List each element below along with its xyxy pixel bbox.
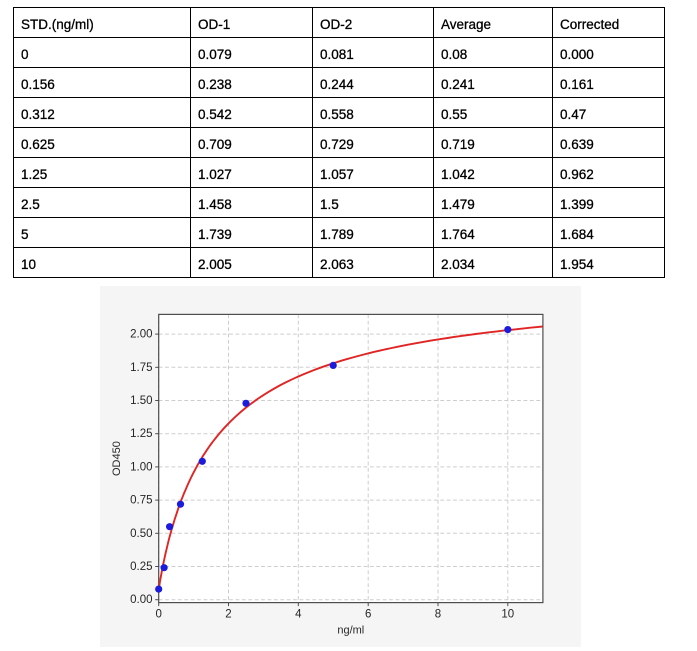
svg-text:0.25: 0.25 xyxy=(130,561,152,573)
svg-text:6: 6 xyxy=(365,609,371,621)
svg-text:0.50: 0.50 xyxy=(130,528,152,540)
svg-text:0.00: 0.00 xyxy=(130,594,152,606)
svg-text:4: 4 xyxy=(295,609,302,621)
svg-text:1.00: 1.00 xyxy=(130,461,152,473)
svg-text:1.50: 1.50 xyxy=(130,395,152,407)
svg-text:0: 0 xyxy=(155,609,161,621)
svg-text:1.75: 1.75 xyxy=(130,362,152,374)
svg-text:0.75: 0.75 xyxy=(130,495,152,507)
svg-text:10: 10 xyxy=(501,609,514,621)
svg-text:8: 8 xyxy=(435,609,441,621)
svg-text:2.00: 2.00 xyxy=(130,329,152,341)
svg-text:ng/ml: ng/ml xyxy=(337,625,364,637)
svg-text:2: 2 xyxy=(225,609,231,621)
svg-text:1.25: 1.25 xyxy=(130,428,152,440)
svg-text:OD450: OD450 xyxy=(111,441,123,476)
